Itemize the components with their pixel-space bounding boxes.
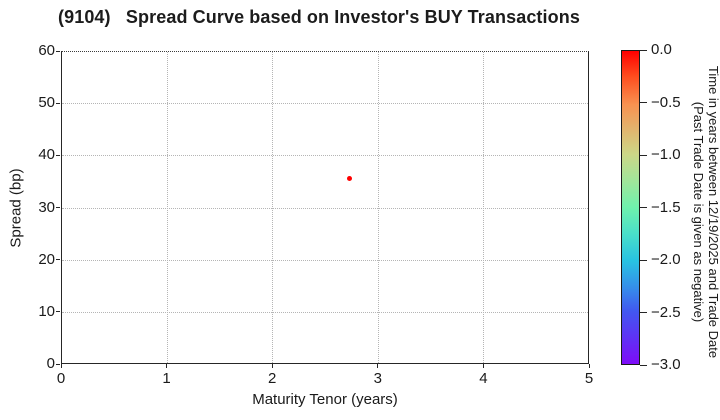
y-tick-label: 60 [38, 42, 55, 59]
chart-title: (9104) Spread Curve based on Investor's … [58, 7, 580, 27]
gridline-horizontal [62, 259, 588, 261]
data-point [346, 176, 352, 182]
y-tick [56, 311, 60, 313]
gridline-horizontal [62, 311, 588, 313]
y-tick [56, 363, 60, 365]
colorbar-tick [640, 364, 647, 366]
x-tick [166, 364, 168, 368]
y-tick-label: 30 [38, 198, 55, 216]
x-tick [271, 364, 273, 368]
colorbar-tick [640, 49, 647, 51]
colorbar-tick-label: −0.5 [651, 93, 681, 111]
colorbar-tick [640, 102, 647, 103]
plot-area [61, 51, 589, 364]
x-tick-label: 5 [584, 370, 594, 387]
colorbar-tick-label: 0.0 [651, 41, 672, 58]
colorbar-tick [640, 312, 647, 313]
x-axis-label: Maturity Tenor (years) [252, 391, 398, 408]
x-tick-label: 3 [373, 370, 382, 387]
colorbar-tick [640, 207, 647, 208]
y-tick [56, 207, 60, 208]
colorbar-tick-label: −3.0 [651, 356, 681, 373]
gridline-horizontal [62, 155, 588, 157]
y-tick-label: 40 [38, 146, 55, 164]
y-tick [56, 50, 60, 52]
colorbar [621, 50, 640, 365]
x-tick-label: 0 [56, 370, 66, 387]
x-tick-label: 4 [479, 370, 488, 387]
y-tick-label: 0 [46, 355, 55, 372]
y-tick-label: 20 [38, 250, 55, 268]
y-tick-label: 10 [38, 302, 55, 320]
x-tick-label: 2 [268, 370, 277, 387]
colorbar-tick [640, 154, 647, 156]
x-tick-label: 1 [162, 370, 171, 387]
colorbar-label: Time in years between 12/19/2025 and Tra… [691, 66, 720, 358]
colorbar-tick [640, 259, 647, 261]
x-tick [588, 364, 590, 368]
colorbar-tick-label: −2.0 [651, 251, 681, 268]
y-tick [56, 154, 60, 156]
gridline-horizontal [62, 103, 588, 105]
colorbar-tick-label: −1.0 [651, 146, 681, 163]
y-tick [56, 102, 60, 104]
gridline-horizontal [62, 207, 588, 209]
colorbar-label-line1: Time in years between 12/19/2025 and Tra… [706, 65, 720, 359]
colorbar-tick-label: −2.5 [651, 303, 681, 321]
colorbar-tick-label: −1.5 [651, 198, 681, 216]
x-tick [482, 364, 484, 368]
y-tick-label: 50 [38, 94, 55, 112]
x-tick [60, 364, 62, 368]
y-tick [56, 259, 60, 261]
x-tick [377, 364, 379, 368]
colorbar-label-line2: (Past Trade Date is given as negative) [691, 101, 706, 323]
